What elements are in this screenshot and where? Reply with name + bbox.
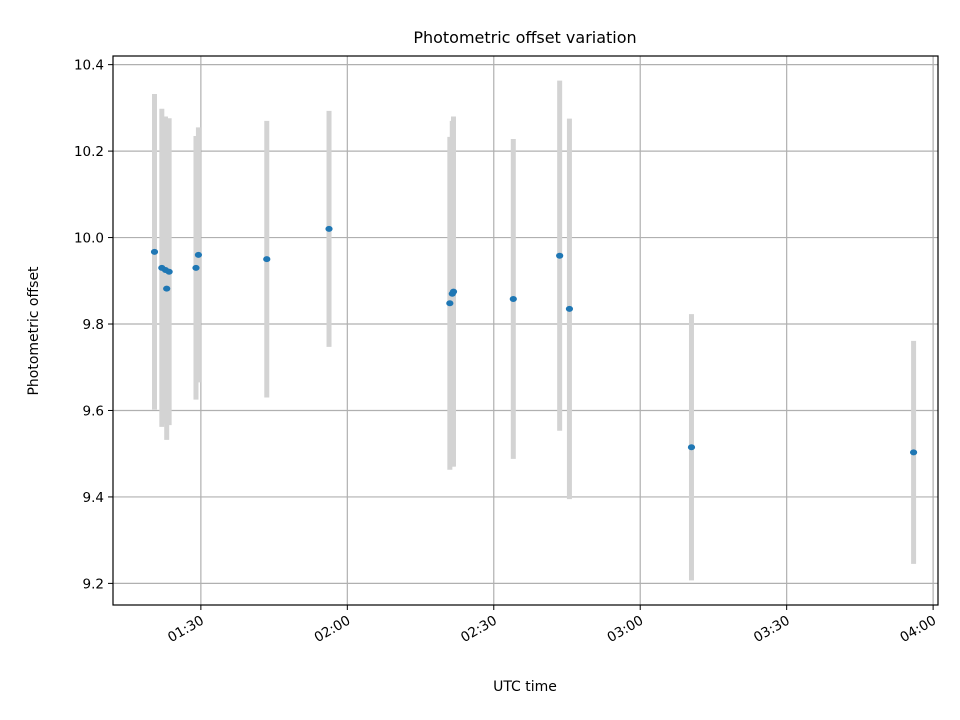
data-point	[449, 288, 458, 295]
data-point	[192, 264, 200, 271]
x-tick-label: 04:00	[897, 613, 939, 646]
x-tick-label: 02:00	[312, 613, 354, 646]
y-tick-label: 10.0	[74, 231, 104, 247]
data-points	[150, 225, 918, 456]
x-axis-ticks: 01:30 02:00 02:30 03:00 03:30 04:00	[165, 605, 939, 646]
data-point	[325, 225, 333, 232]
grid-lines	[113, 56, 938, 605]
data-point	[556, 252, 564, 259]
data-point	[446, 300, 454, 307]
y-axis-label: Photometric offset	[26, 266, 42, 396]
y-axis-ticks: 9.2 9.4 9.6 9.8 10.0 10.2 10.4	[74, 58, 113, 592]
x-axis-label: UTC time	[493, 679, 557, 695]
data-point	[687, 444, 696, 451]
y-tick-label: 9.6	[83, 403, 104, 419]
chart-title: Photometric offset variation	[413, 28, 636, 47]
data-point	[909, 449, 918, 456]
y-tick-label: 9.8	[83, 317, 104, 333]
data-point	[509, 295, 517, 302]
x-tick-label: 03:30	[751, 613, 793, 646]
x-tick-label: 02:30	[458, 613, 500, 646]
error-bars	[151, 80, 917, 581]
data-point	[194, 251, 203, 258]
plot-frame	[112, 55, 939, 606]
y-tick-label: 10.4	[74, 58, 104, 74]
x-tick-label: 01:30	[165, 613, 207, 646]
data-point	[150, 248, 159, 255]
y-tick-label: 9.4	[83, 490, 104, 506]
y-tick-label: 10.2	[74, 144, 104, 160]
data-point	[565, 305, 574, 312]
data-point	[163, 285, 171, 292]
x-tick-label: 03:00	[605, 613, 647, 646]
y-tick-label: 9.2	[83, 576, 104, 592]
data-point	[165, 268, 173, 275]
data-point	[263, 256, 271, 263]
